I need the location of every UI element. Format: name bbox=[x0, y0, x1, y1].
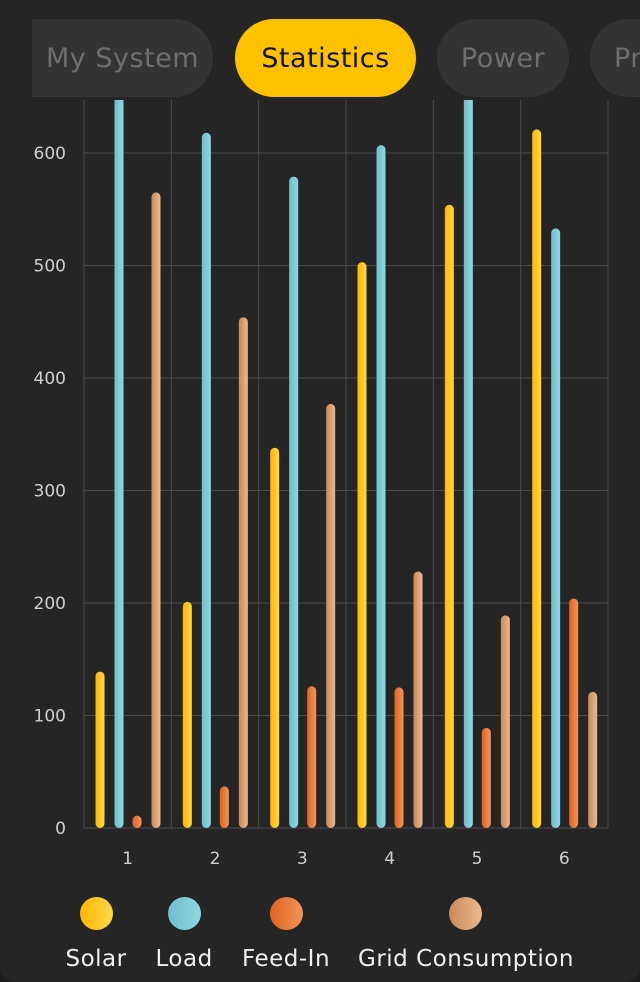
bar-feed-in[interactable] bbox=[307, 686, 317, 828]
bar-grid-consumption[interactable] bbox=[151, 192, 161, 828]
bar-solar[interactable] bbox=[95, 671, 105, 828]
bar-solar[interactable] bbox=[270, 447, 280, 828]
legend-item-solar[interactable]: Solar bbox=[66, 897, 127, 972]
tab-bar: My System Statistics Power Pr bbox=[0, 19, 640, 97]
y-tick-label: 400 bbox=[34, 369, 66, 389]
bar-load[interactable] bbox=[551, 228, 561, 828]
y-tick-label: 200 bbox=[34, 594, 66, 614]
tab-my-system[interactable]: My System bbox=[32, 19, 213, 97]
bar-grid-consumption[interactable] bbox=[238, 317, 248, 828]
bar-solar[interactable] bbox=[532, 129, 542, 828]
x-tick-label: 6 bbox=[559, 849, 570, 869]
bar-grid-consumption[interactable] bbox=[413, 571, 423, 829]
bar-feed-in[interactable] bbox=[569, 598, 579, 829]
x-tick-label: 2 bbox=[210, 849, 221, 869]
x-tick-label: 5 bbox=[472, 849, 483, 869]
bar-feed-in[interactable] bbox=[394, 687, 404, 828]
x-tick-label: 4 bbox=[384, 849, 395, 869]
bar-feed-in[interactable] bbox=[481, 727, 491, 828]
legend-swatch-icon bbox=[449, 897, 483, 930]
tab-power[interactable]: Power bbox=[437, 19, 569, 97]
legend-label: Solar bbox=[65, 946, 127, 972]
bar-load[interactable] bbox=[463, 41, 473, 829]
bar-grid-consumption[interactable] bbox=[326, 403, 336, 828]
bar-grid-consumption[interactable] bbox=[500, 615, 510, 828]
y-tick-label: 100 bbox=[34, 707, 66, 727]
bar-chart: 0 100 200 300 400 500 600 1 2 3 4 5 6 bbox=[34, 41, 609, 869]
y-tick-label: 0 bbox=[55, 819, 66, 839]
legend-item-grid-consumption[interactable]: Grid Consumption bbox=[358, 897, 574, 972]
legend-label: Load bbox=[155, 946, 213, 972]
bar-solar[interactable] bbox=[357, 262, 367, 828]
bar-load[interactable] bbox=[114, 41, 124, 829]
y-tick-label: 600 bbox=[34, 144, 66, 164]
bar-feed-in[interactable] bbox=[132, 815, 142, 828]
legend-label: Feed-In bbox=[242, 946, 331, 972]
legend-swatch-icon bbox=[79, 897, 113, 930]
legend-item-load[interactable]: Load bbox=[156, 897, 213, 972]
bar-load[interactable] bbox=[376, 145, 386, 828]
legend-swatch-icon bbox=[269, 897, 303, 930]
tab-statistics[interactable]: Statistics bbox=[235, 19, 416, 97]
bar-load[interactable] bbox=[289, 176, 299, 828]
bar-solar[interactable] bbox=[182, 601, 192, 828]
bar-grid-consumption[interactable] bbox=[588, 691, 598, 828]
x-tick-label: 3 bbox=[297, 849, 308, 869]
bar-load[interactable] bbox=[201, 132, 211, 828]
legend-swatch-icon bbox=[167, 897, 201, 930]
bar-solar[interactable] bbox=[444, 204, 454, 828]
x-tick-label: 1 bbox=[122, 849, 133, 869]
legend-item-feed-in[interactable]: Feed-In bbox=[242, 897, 330, 972]
y-tick-label: 300 bbox=[34, 482, 66, 502]
legend-label: Grid Consumption bbox=[358, 946, 574, 972]
bar-feed-in[interactable] bbox=[219, 786, 229, 828]
y-tick-label: 500 bbox=[34, 257, 66, 277]
